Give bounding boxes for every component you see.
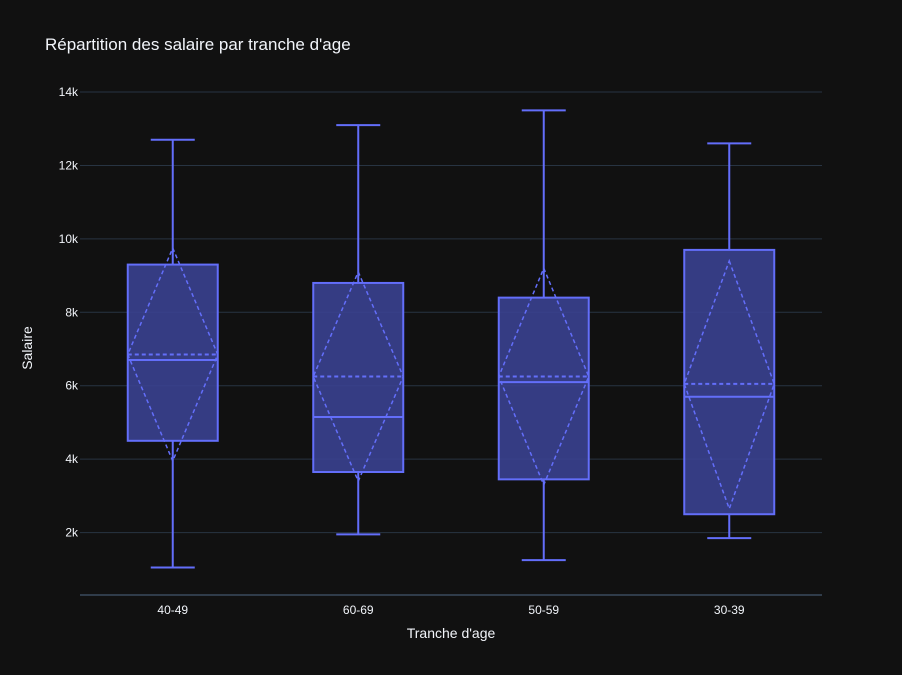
boxes bbox=[126, 109, 776, 569]
y-tick-label: 10k bbox=[59, 232, 79, 246]
x-tick-label: 50-59 bbox=[528, 603, 559, 617]
y-tick-label: 8k bbox=[65, 305, 79, 319]
y-tick-label: 4k bbox=[65, 452, 79, 466]
sd-diamond bbox=[312, 270, 405, 484]
box-50-59 bbox=[497, 109, 590, 562]
x-tick-labels: 40-49 60-69 50-59 30-39 bbox=[157, 603, 745, 617]
box-40-49 bbox=[126, 138, 219, 569]
y-tick-label: 2k bbox=[65, 526, 79, 540]
chart-title: Répartition des salaire par tranche d'ag… bbox=[45, 35, 351, 54]
iqr-box bbox=[497, 296, 590, 481]
sd-diamond bbox=[683, 258, 776, 511]
y-tick-label: 6k bbox=[65, 379, 79, 393]
iqr-box bbox=[126, 263, 219, 442]
y-tick-label: 12k bbox=[59, 158, 79, 172]
y-axis-title: Salaire bbox=[19, 326, 35, 370]
sd-diamond bbox=[126, 246, 219, 463]
y-tick-labels: 2k 4k 6k 8k 10k 12k 14k bbox=[59, 85, 79, 540]
iqr-box bbox=[683, 248, 776, 516]
x-tick-label: 60-69 bbox=[343, 603, 374, 617]
x-tick-label: 30-39 bbox=[714, 603, 745, 617]
sd-diamond bbox=[497, 266, 590, 487]
box-60-69 bbox=[312, 124, 405, 536]
x-axis-title: Tranche d'age bbox=[407, 625, 496, 641]
box-30-39 bbox=[683, 142, 776, 540]
x-tick-label: 40-49 bbox=[157, 603, 188, 617]
y-tick-label: 14k bbox=[59, 85, 79, 99]
